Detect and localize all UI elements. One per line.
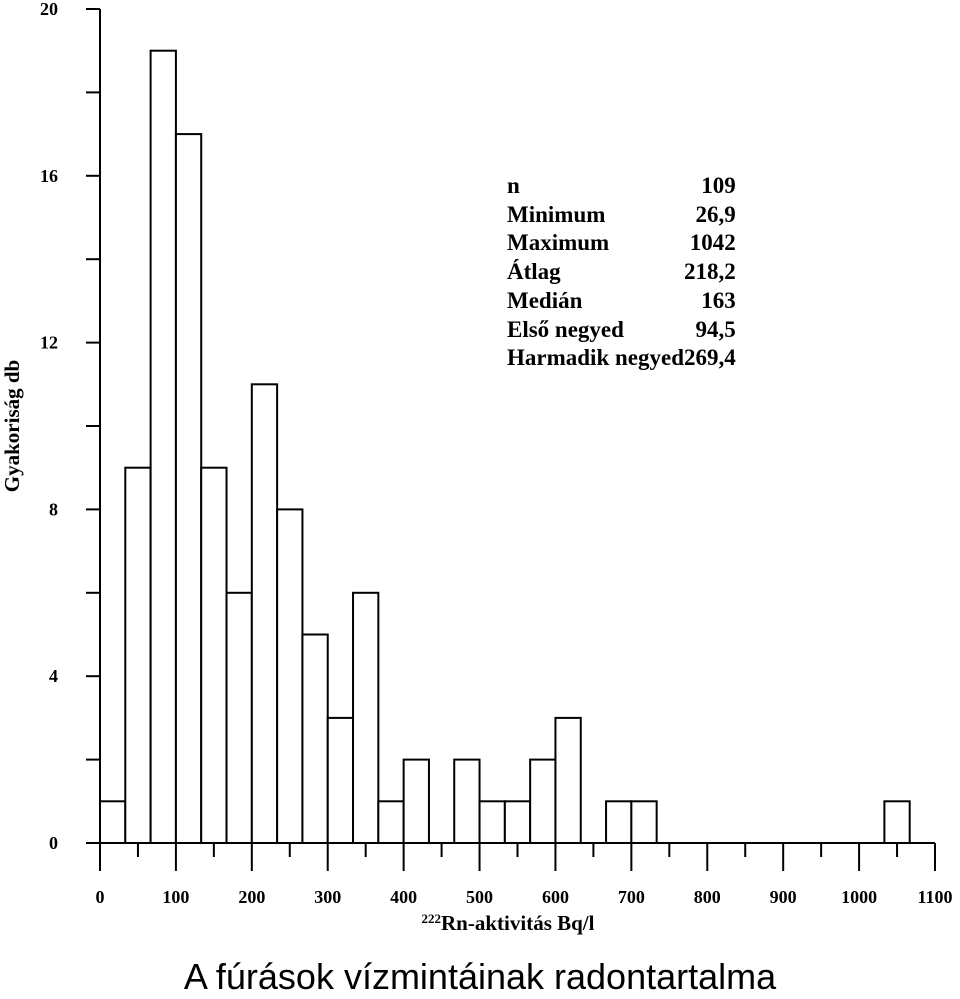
y-tick-label: 8	[49, 499, 58, 519]
stat-row: Maximum 1042	[507, 229, 736, 258]
histogram-bar	[174, 133, 203, 845]
y-tick-label: 16	[40, 166, 58, 186]
x-tick-label: 800	[694, 887, 721, 907]
x-axis: 0 100 200 300 400 500 600 700 800 900 1000 1100	[96, 842, 953, 907]
chart-title: A fúrások vízmintáinak radontartalma	[183, 956, 777, 997]
stat-row: Átlag 218,2	[507, 258, 736, 287]
x-tick-label: 400	[390, 887, 417, 907]
x-axis-label: 222Rn-aktivitás Bq/l	[422, 911, 595, 935]
stat-row: n 109	[507, 172, 736, 201]
histogram-bar	[99, 800, 127, 844]
stat-label: Harmadik negyed	[507, 345, 684, 371]
x-tick-label: 100	[162, 887, 189, 907]
stat-row: Első negyed 94,5	[507, 316, 736, 345]
y-tick-label: 0	[49, 833, 58, 853]
stat-value: 269,4	[683, 345, 736, 371]
stat-row: Medián 163	[507, 287, 736, 316]
stat-value: 94,5	[695, 316, 736, 342]
histogram-bar	[276, 508, 304, 844]
stat-row: Minimum 26,9	[507, 201, 736, 230]
histogram-bar	[377, 800, 405, 844]
stat-value: 218,2	[683, 259, 736, 285]
histogram-bar	[478, 800, 506, 844]
histogram-bar	[301, 633, 329, 844]
histogram-bar	[352, 591, 380, 844]
stat-row: Harmadik negyed 269,4	[507, 344, 736, 373]
histogram-bars	[99, 49, 911, 845]
stat-label: Minimum	[507, 201, 606, 227]
y-tick-label: 12	[40, 333, 58, 353]
x-tick-label: 300	[314, 887, 341, 907]
statistics-box: n 109 Minimum 26,9 Maximum 1042 Átlag 218,2 Medi…	[507, 172, 736, 373]
x-tick-label: 700	[618, 887, 645, 907]
histogram-bar	[402, 758, 430, 844]
histogram-bar	[503, 800, 532, 844]
y-axis: 0 4 8 12 16 20	[40, 0, 101, 853]
histogram-bar	[529, 758, 557, 844]
histogram-bar	[124, 466, 152, 844]
stat-value: 163	[701, 287, 736, 313]
histogram-bar	[605, 800, 633, 844]
stat-label: Medián	[507, 287, 583, 313]
histogram-bar	[149, 49, 177, 844]
x-tick-label: 900	[770, 887, 797, 907]
histogram-bar	[883, 800, 911, 844]
x-axis-label-text: Rn-aktivitás Bq/l	[441, 911, 595, 935]
histogram-bar	[225, 591, 253, 844]
y-tick-label: 4	[49, 666, 58, 686]
x-tick-label: 600	[542, 887, 569, 907]
histogram-bar	[326, 716, 355, 845]
statistics-table: n 109 Minimum 26,9 Maximum 1042 Átlag 218,2 Medi…	[507, 172, 736, 373]
stat-label: Maximum	[507, 230, 610, 256]
x-tick-label: 200	[238, 887, 265, 907]
x-tick-label: 0	[96, 887, 105, 907]
histogram-bar	[453, 758, 481, 844]
x-tick-label: 500	[466, 887, 493, 907]
stat-label: Első negyed	[507, 316, 624, 342]
stat-value: 1042	[689, 230, 736, 256]
stat-value: 26,9	[695, 201, 736, 227]
histogram-bar	[250, 383, 279, 844]
x-tick-label: 1100	[917, 887, 952, 907]
y-axis-label: Gyakoriság db	[0, 360, 24, 492]
stat-label: Átlag	[507, 259, 561, 285]
x-axis-label-superscript: 222	[422, 911, 442, 926]
histogram-bar	[630, 800, 658, 844]
y-tick-label: 20	[40, 0, 58, 19]
stat-label: n	[507, 173, 520, 198]
stat-value: 109	[701, 173, 736, 198]
x-tick-label: 1000	[841, 887, 877, 907]
histogram-bar	[200, 466, 228, 844]
histogram-bar	[554, 716, 582, 845]
